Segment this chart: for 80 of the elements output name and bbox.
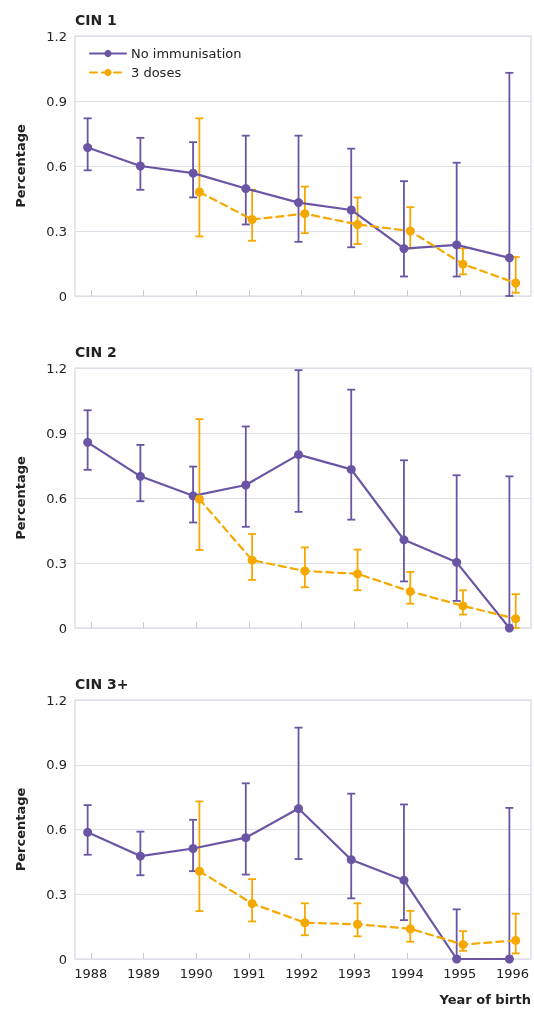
- y-tick-label: 0.6: [46, 158, 67, 174]
- y-tick-label: 1.2: [46, 360, 67, 376]
- point: [399, 244, 409, 254]
- y-tick-label: 0.3: [46, 886, 67, 902]
- y-tick-label: 0: [58, 951, 67, 967]
- point: [405, 226, 415, 236]
- point: [247, 215, 257, 225]
- point: [353, 220, 363, 229]
- y-tick-label: 0.3: [46, 223, 67, 239]
- y-tick-label: 0.6: [46, 490, 67, 506]
- x-tick-label: 1992: [285, 966, 319, 981]
- point: [452, 557, 462, 567]
- y-tick-label: 0.9: [46, 425, 67, 441]
- point: [353, 919, 363, 929]
- y-tick-label: 0: [58, 620, 67, 636]
- point: [188, 844, 198, 853]
- point: [458, 259, 468, 269]
- y-tick-label: 0.9: [46, 757, 67, 773]
- point: [135, 471, 145, 481]
- x-tick-label: 1996: [496, 966, 530, 981]
- y-tick-label: 0: [58, 288, 67, 304]
- point: [458, 601, 468, 611]
- point: [241, 480, 251, 490]
- y-tick-label: 1.2: [46, 692, 67, 708]
- point: [405, 924, 415, 934]
- chart-title: CIN 1: [75, 12, 117, 28]
- point: [300, 918, 310, 928]
- point: [294, 450, 304, 460]
- point: [294, 804, 304, 814]
- x-tick-label: 1995: [443, 966, 477, 981]
- y-tick-label: 0.6: [46, 822, 67, 837]
- legend-label: No immunisation: [131, 46, 242, 61]
- point: [346, 855, 356, 865]
- x-tick-label: 1994: [390, 966, 424, 981]
- point: [194, 866, 204, 876]
- x-axis-title: Year of birth: [438, 992, 531, 1007]
- point: [405, 586, 415, 596]
- x-tick-label: 1993: [337, 966, 371, 981]
- point: [504, 253, 514, 263]
- chart-title: CIN 3+: [75, 676, 129, 692]
- point: [83, 827, 93, 837]
- point: [504, 954, 514, 964]
- point: [135, 161, 145, 171]
- point: [194, 187, 204, 197]
- point: [452, 954, 462, 964]
- x-tick-label: 1989: [126, 966, 161, 981]
- point: [83, 143, 93, 153]
- point: [188, 168, 198, 178]
- y-tick-label: 0.3: [46, 555, 67, 571]
- point: [458, 940, 468, 950]
- chart-title: CIN 2: [75, 344, 117, 360]
- point: [247, 899, 257, 909]
- point: [399, 875, 409, 885]
- y-axis-title: Percentage: [13, 124, 28, 208]
- point: [353, 569, 363, 579]
- point: [135, 851, 145, 861]
- point: [452, 240, 462, 250]
- x-tick-label: 1988: [74, 966, 108, 981]
- point: [300, 209, 310, 219]
- point: [194, 494, 204, 504]
- point: [247, 555, 257, 565]
- y-tick-label: 0.9: [46, 93, 67, 109]
- point: [346, 464, 356, 474]
- point: [294, 198, 304, 208]
- point: [346, 205, 356, 215]
- point: [504, 623, 514, 633]
- y-tick-label: 1.2: [46, 28, 67, 44]
- point: [241, 184, 251, 194]
- point: [399, 535, 409, 545]
- legend-label: 3 doses: [131, 65, 182, 80]
- point: [511, 278, 521, 288]
- point: [511, 935, 521, 945]
- x-tick-label: 1990: [179, 966, 213, 981]
- point: [300, 566, 310, 576]
- point: [511, 614, 521, 624]
- point: [83, 437, 93, 447]
- x-tick-label: 1991: [232, 966, 266, 981]
- y-axis-title: Percentage: [13, 787, 28, 872]
- y-axis-title: Percentage: [13, 456, 28, 540]
- point: [241, 833, 251, 843]
